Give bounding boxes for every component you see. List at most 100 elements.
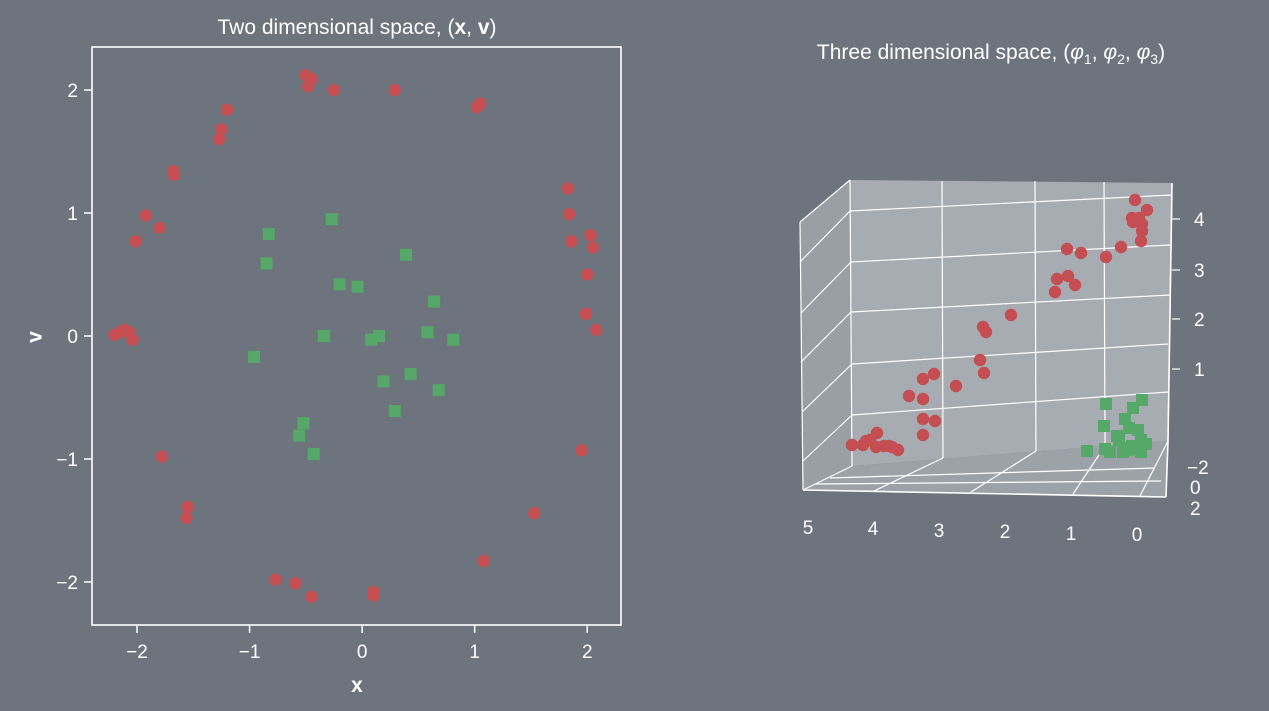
data-point-square xyxy=(400,248,413,261)
data-point-circle xyxy=(367,589,380,602)
data-point-circle xyxy=(590,323,603,337)
data-point-circle-3d xyxy=(1114,240,1128,254)
data-point-square xyxy=(248,350,261,363)
data-point-square xyxy=(373,330,386,342)
data-point-square xyxy=(377,375,390,388)
chart1-points xyxy=(108,69,603,603)
data-point-circle-3d xyxy=(1140,203,1154,217)
data-point-square-3d xyxy=(1100,398,1112,410)
z-tick-label-3d: 4 xyxy=(1194,210,1205,231)
grid-line xyxy=(970,450,1037,493)
data-point-square xyxy=(262,227,275,240)
data-point-circle-3d xyxy=(916,428,930,442)
data-point-circle-3d xyxy=(1126,215,1140,229)
data-point-circle xyxy=(153,221,166,234)
data-point-circle xyxy=(586,241,600,254)
data-point-circle xyxy=(167,168,181,182)
data-point-circle xyxy=(563,208,576,221)
x-tick-label: 1 xyxy=(469,642,480,663)
data-point-circle-3d xyxy=(882,439,896,453)
grid-line xyxy=(849,179,853,467)
chart2-points xyxy=(845,193,1154,458)
data-point-square xyxy=(432,384,445,397)
data-point-square xyxy=(317,330,330,342)
data-point-circle-3d xyxy=(1061,269,1075,283)
data-point-square xyxy=(333,278,346,291)
grid-line xyxy=(1165,440,1169,498)
data-point-circle xyxy=(477,554,490,568)
data-point-circle xyxy=(212,133,226,146)
chart1-plot-frame xyxy=(91,46,622,626)
grid-line xyxy=(799,179,851,223)
data-point-circle xyxy=(579,307,593,321)
data-point-circle xyxy=(180,511,193,525)
data-point-circle xyxy=(565,235,578,248)
data-point-square xyxy=(297,417,310,430)
data-point-circle xyxy=(215,123,228,136)
chart1-xlabel: x xyxy=(351,674,363,697)
x-tick-label-3d: 0 xyxy=(1132,525,1143,546)
data-point-square xyxy=(325,213,338,226)
data-point-circle-3d xyxy=(927,367,941,381)
data-point-circle-3d xyxy=(916,412,930,426)
data-point-circle-3d xyxy=(1134,234,1148,248)
data-point-circle xyxy=(581,268,594,281)
z-tick-label-3d: 2 xyxy=(1194,310,1205,331)
data-point-circle xyxy=(269,573,282,586)
x-tick-label-3d: 3 xyxy=(934,521,945,542)
data-point-circle-3d xyxy=(1068,278,1082,292)
data-point-square-3d xyxy=(1127,402,1139,414)
data-point-circle xyxy=(327,83,341,97)
chart2-title: Three dimensional space, (φ1, φ2, φ3) xyxy=(817,41,1165,67)
grid-line xyxy=(815,480,1162,485)
data-point-square xyxy=(447,333,460,346)
z-tick-label-3d: 3 xyxy=(1194,261,1205,282)
data-point-circle xyxy=(220,103,234,116)
y-tick-label-3d: 2 xyxy=(1190,499,1201,520)
grid-line xyxy=(799,221,804,491)
data-point-circle-3d xyxy=(859,434,873,448)
data-point-circle-3d xyxy=(973,353,987,367)
data-point-circle xyxy=(155,450,168,463)
x-tick-label: 0 xyxy=(357,642,368,663)
data-point-circle xyxy=(575,444,588,457)
data-point-square-3d xyxy=(1098,420,1110,432)
x-tick-label: −2 xyxy=(126,642,148,663)
data-point-circle-3d xyxy=(916,392,930,406)
data-point-circle-3d xyxy=(845,438,859,452)
x-tick-label-3d: 5 xyxy=(803,518,814,539)
grid-line xyxy=(802,465,853,491)
chart1-title: Two dimensional space, (x, v) xyxy=(218,16,497,39)
data-point-square-3d xyxy=(1081,445,1093,457)
z-tick-label-3d: 1 xyxy=(1194,360,1205,381)
grid-line xyxy=(849,194,1172,212)
grid-line xyxy=(1167,182,1173,442)
data-point-square-3d xyxy=(1099,443,1111,455)
data-point-square xyxy=(307,448,320,461)
data-point-circle-3d xyxy=(1135,224,1149,238)
chart2-left-pane xyxy=(800,180,852,490)
chart2-grid xyxy=(799,179,1173,498)
data-point-square-3d xyxy=(1135,446,1147,458)
data-point-square xyxy=(351,280,364,293)
data-point-circle-3d xyxy=(1050,272,1064,286)
chart1-ylabel: v xyxy=(24,331,47,343)
data-point-circle-3d xyxy=(1004,308,1018,322)
data-point-square-3d xyxy=(1117,446,1129,458)
data-point-circle-3d xyxy=(949,379,963,393)
data-point-circle-3d xyxy=(928,414,942,428)
y-tick-label: −2 xyxy=(56,573,78,594)
data-point-circle-3d xyxy=(1048,285,1062,299)
data-point-circle xyxy=(561,182,575,195)
data-point-circle xyxy=(474,97,487,110)
y-tick-label-3d: 0 xyxy=(1190,478,1201,499)
data-point-circle xyxy=(289,576,302,590)
data-point-circle-3d xyxy=(902,389,916,403)
data-point-circle xyxy=(388,83,401,97)
data-point-circle-3d xyxy=(979,325,993,339)
data-point-circle xyxy=(181,500,194,514)
grid-line xyxy=(802,489,1167,498)
y-tick-label: 0 xyxy=(67,327,78,348)
data-point-circle xyxy=(584,228,597,242)
